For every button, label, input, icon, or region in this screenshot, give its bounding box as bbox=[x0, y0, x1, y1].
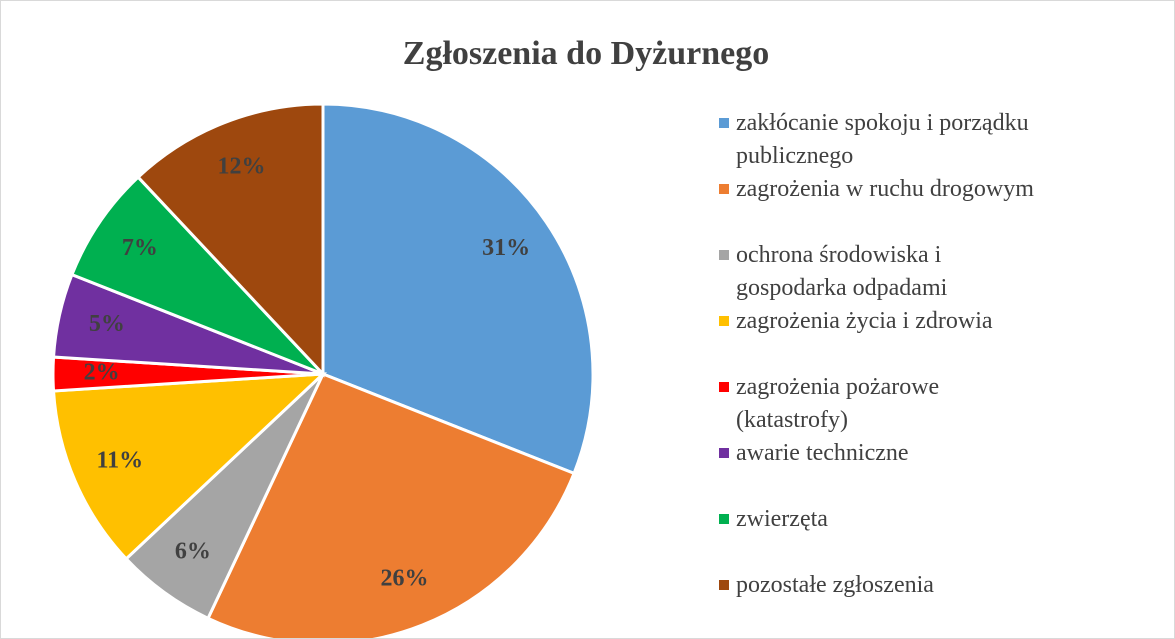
legend-item: awarie techniczne bbox=[719, 437, 1039, 470]
legend-marker bbox=[719, 382, 729, 392]
legend-marker bbox=[719, 316, 729, 326]
legend-marker bbox=[719, 250, 729, 260]
pie-slice bbox=[206, 372, 576, 638]
data-label: 5% bbox=[89, 311, 125, 337]
legend-marker bbox=[719, 184, 729, 194]
legend-item: zagrożenia życia i zdrowia bbox=[719, 305, 1039, 338]
legend-marker bbox=[719, 118, 729, 128]
legend-label: zwierzęta bbox=[736, 506, 828, 532]
data-label: 6% bbox=[175, 539, 211, 565]
legend-item: pozostałe zgłoszenia bbox=[719, 569, 1039, 602]
legend-item: zakłócanie spokoju i porządku publiczneg… bbox=[719, 107, 1039, 173]
data-label: 11% bbox=[96, 447, 143, 473]
data-label: 7% bbox=[122, 235, 158, 261]
legend-label: awarie techniczne bbox=[736, 440, 909, 466]
legend-label: ochrona środowiska i gospodarka odpadami bbox=[736, 242, 948, 301]
legend-item: ochrona środowiska i gospodarka odpadami bbox=[719, 239, 1039, 305]
data-label: 31% bbox=[482, 235, 530, 261]
legend-label: zagrożenia pożarowe (katastrofy) bbox=[736, 374, 940, 433]
pie-slice bbox=[70, 175, 325, 376]
legend-label: zakłócanie spokoju i porządku publiczneg… bbox=[736, 110, 1029, 169]
pie-slice bbox=[51, 372, 328, 561]
legend-marker bbox=[719, 580, 729, 590]
legend-label: zagrożenia w ruchu drogowym bbox=[736, 176, 1034, 202]
pie-slice bbox=[136, 102, 325, 378]
legend-label: zagrożenia życia i zdrowia bbox=[736, 308, 993, 334]
legend-item: zwierzęta bbox=[719, 503, 1039, 536]
chart-title: Zgłoszenia do Dyżurnego bbox=[403, 35, 769, 72]
pie-slice bbox=[321, 102, 595, 476]
legend-item: zagrożenia pożarowe (katastrofy) bbox=[719, 371, 1039, 437]
legend-marker bbox=[719, 448, 729, 458]
legend-marker bbox=[719, 514, 729, 524]
legend-item: zagrożenia w ruchu drogowym bbox=[719, 173, 1039, 206]
data-label: 12% bbox=[217, 154, 265, 180]
data-label: 2% bbox=[84, 360, 120, 386]
data-label: 26% bbox=[381, 565, 429, 591]
legend-label: pozostałe zgłoszenia bbox=[736, 572, 934, 598]
